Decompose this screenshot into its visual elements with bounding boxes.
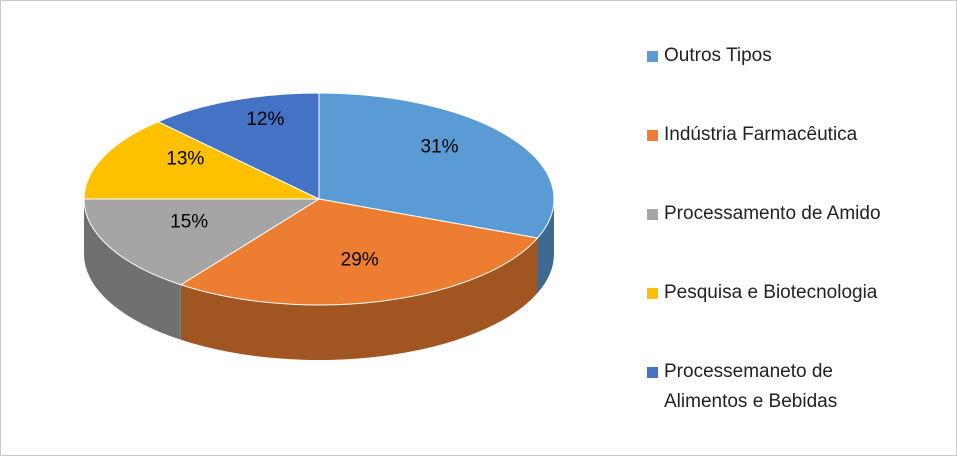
data-label: 13% <box>166 149 204 170</box>
pie-slice <box>83 198 321 286</box>
legend-swatch <box>647 51 658 62</box>
pie-side <box>537 199 554 294</box>
pie-slice <box>83 121 320 200</box>
legend-swatch <box>647 130 658 141</box>
legend-item: Indústria Farmacêutica <box>647 120 937 199</box>
legend-swatch <box>647 209 658 220</box>
data-label: 29% <box>341 249 379 270</box>
legend-item: Outros Tipos <box>647 41 937 120</box>
pie-area: 31% 29% 15% 13% 12% <box>83 92 555 360</box>
pie-slice <box>318 92 555 239</box>
legend: Outros Tipos Indústria Farmacêutica Proces… <box>647 41 937 436</box>
pie-side <box>84 199 181 340</box>
legend-item: Processamento de Amido <box>647 199 937 278</box>
data-label: 15% <box>170 212 208 233</box>
legend-label: Processemaneto de Alimentos e Bebidas <box>664 361 838 412</box>
legend-label: Indústria Farmacêutica <box>664 124 858 145</box>
legend-swatch <box>647 367 658 378</box>
legend-label: Pesquisa e Biotecnologia <box>664 282 878 303</box>
data-label: 12% <box>246 109 284 130</box>
legend-item: Pesquisa e Biotecnologia <box>647 278 937 357</box>
pie-slice <box>179 198 539 306</box>
pie-side <box>180 238 538 360</box>
legend-label: Processamento de Amido <box>664 203 881 224</box>
legend-item: Processemaneto de Alimentos e Bebidas <box>647 357 937 436</box>
pie-slice <box>156 92 320 200</box>
legend-swatch <box>647 288 658 299</box>
data-label: 31% <box>420 136 458 157</box>
legend-label: Outros Tipos <box>664 45 772 66</box>
